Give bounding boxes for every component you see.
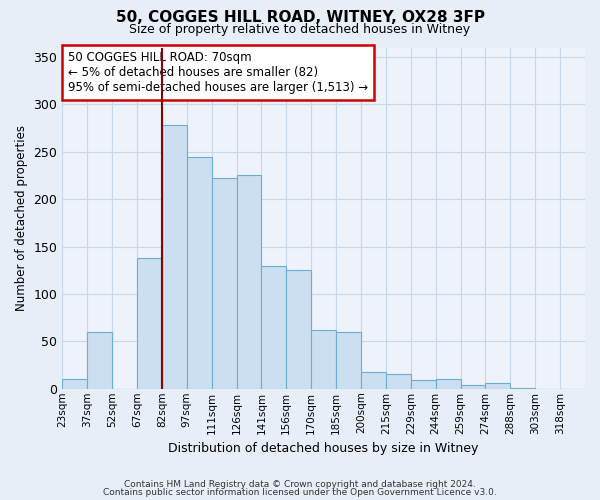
- Bar: [262, 266, 286, 389]
- Text: Contains public sector information licensed under the Open Government Licence v3: Contains public sector information licen…: [103, 488, 497, 497]
- Bar: [336, 332, 361, 389]
- Bar: [236, 176, 262, 389]
- Bar: [62, 380, 87, 389]
- Text: Contains HM Land Registry data © Crown copyright and database right 2024.: Contains HM Land Registry data © Crown c…: [124, 480, 476, 489]
- Bar: [212, 178, 236, 389]
- Text: 50 COGGES HILL ROAD: 70sqm
← 5% of detached houses are smaller (82)
95% of semi-: 50 COGGES HILL ROAD: 70sqm ← 5% of detac…: [68, 51, 368, 94]
- Bar: [286, 270, 311, 389]
- Text: Size of property relative to detached houses in Witney: Size of property relative to detached ho…: [130, 22, 470, 36]
- Bar: [411, 380, 436, 389]
- Bar: [485, 383, 511, 389]
- Bar: [511, 388, 535, 389]
- Bar: [187, 156, 212, 389]
- Y-axis label: Number of detached properties: Number of detached properties: [15, 125, 28, 311]
- Bar: [162, 125, 187, 389]
- Bar: [87, 332, 112, 389]
- Bar: [386, 374, 411, 389]
- Bar: [361, 372, 386, 389]
- Text: 50, COGGES HILL ROAD, WITNEY, OX28 3FP: 50, COGGES HILL ROAD, WITNEY, OX28 3FP: [115, 10, 485, 25]
- Bar: [461, 385, 485, 389]
- Bar: [137, 258, 162, 389]
- X-axis label: Distribution of detached houses by size in Witney: Distribution of detached houses by size …: [169, 442, 479, 455]
- Bar: [436, 380, 461, 389]
- Bar: [311, 330, 336, 389]
